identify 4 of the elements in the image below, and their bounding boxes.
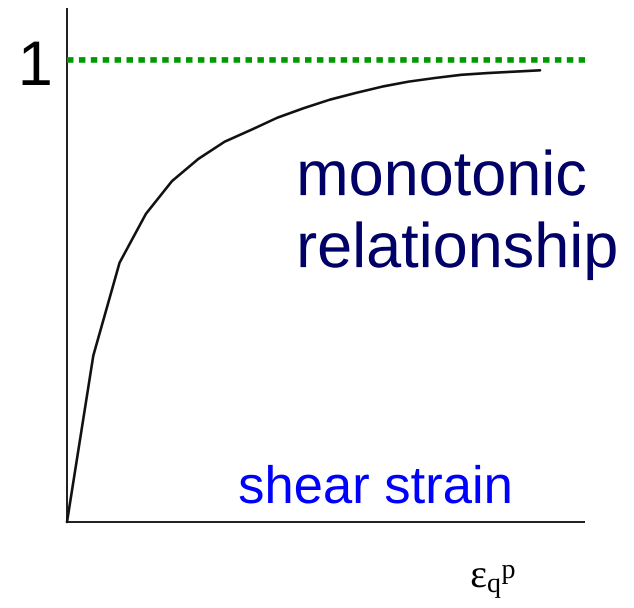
annotation: shear strain bbox=[240, 464, 510, 504]
x-axis-title: ε$_{q}$$^{p}$ bbox=[472, 564, 514, 598]
annotation: monotonic relationship bbox=[300, 149, 616, 280]
ref-line-label: 1 bbox=[22, 42, 50, 85]
